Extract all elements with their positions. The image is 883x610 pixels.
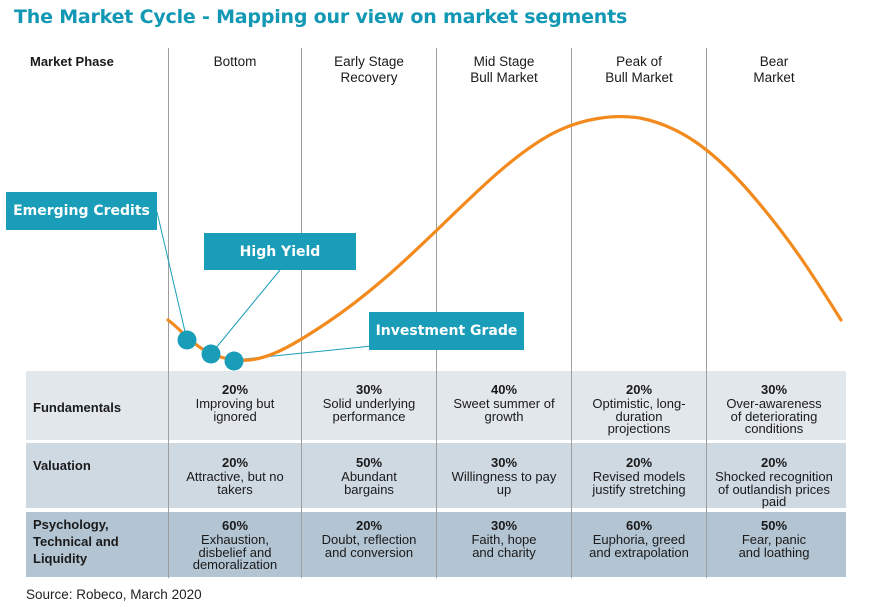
fundamentals-cell-mid-bull: 40% Sweet summer of growth [437,382,571,423]
valuation-cell-bear: 20% Shocked recognition of outlandish pr… [707,455,841,509]
emerging-credits-callout: Emerging Credits [6,192,157,230]
cell-percentage: 30% [760,382,788,397]
phase-bear-market: Bear Market [753,54,795,85]
cell-percentage: 60% [221,518,249,533]
high-yield-callout: High Yield [204,233,356,270]
column-divider [301,48,302,578]
cell-percentage: 20% [221,382,249,397]
fundamentals-cell-bear: 30% Over-awareness of deteriorating cond… [707,382,841,436]
cell-percentage: 20% [625,382,653,397]
fundamentals-cell-bottom: 20% Improving but ignored [168,382,302,423]
cell-description: Optimistic, long- duration projections [592,396,686,436]
cell-description: Doubt, reflection and conversion [321,532,417,560]
emerging-credits-connector [156,211,188,341]
column-divider [168,48,169,578]
cell-description: Attractive, but no takers [186,469,284,497]
cell-percentage: 50% [355,455,383,470]
cell-percentage: 30% [355,382,383,397]
row-label-valuation: Valuation [33,458,91,473]
cell-description: Revised models justify stretching [592,469,686,497]
valuation-cell-early-recovery: 50% Abundant bargains [302,455,436,496]
source-note: Source: Robeco, March 2020 [26,587,202,602]
market-cycle-line [166,115,843,362]
cell-description: Fear, panic and loathing [738,532,810,560]
page-title: The Market Cycle - Mapping our view on m… [14,6,628,28]
psychology-cell-mid-bull: 30% Faith, hope and charity [437,518,571,559]
phase-peak-of-bull-market: Peak of Bull Market [605,54,673,85]
cell-percentage: 60% [625,518,653,533]
cell-percentage: 20% [760,455,788,470]
phase-bottom: Bottom [213,54,257,69]
cell-description: Shocked recognition of outlandish prices… [715,469,833,509]
psychology-cell-bottom: 60% Exhaustion, disbelief and demoraliza… [168,518,302,572]
phase-mid-stage-bull-market: Mid Stage Bull Market [470,54,538,85]
psychology-cell-early-recovery: 20% Doubt, reflection and conversion [302,518,436,559]
cell-description: Solid underlying performance [322,396,416,424]
psychology-cell-bear: 50% Fear, panic and loathing [707,518,841,559]
cell-description: Willingness to pay up [451,469,557,497]
valuation-cell-bottom: 20% Attractive, but no takers [168,455,302,496]
cell-description: Faith, hope and charity [471,532,537,560]
fundamentals-cell-peak: 20% Optimistic, long- duration projectio… [572,382,706,436]
psychology-cell-peak: 60% Euphoria, greed and extrapolation [572,518,706,559]
high-yield-marker [201,344,221,364]
column-divider [706,48,707,578]
investment-grade-callout: Investment Grade [369,312,524,350]
row-label-psychology: Psychology, Technical and Liquidity [33,517,119,566]
cell-description: Abundant bargains [341,469,397,497]
cell-description: Over-awareness of deteriorating conditio… [726,396,822,436]
row-label-fundamentals: Fundamentals [33,400,122,415]
column-divider [571,48,572,578]
cell-description: Sweet summer of growth [453,396,555,424]
investment-grade-marker [224,351,244,371]
valuation-cell-mid-bull: 30% Willingness to pay up [437,455,571,496]
emerging-credits-marker [177,330,197,350]
valuation-cell-peak: 20% Revised models justify stretching [572,455,706,496]
cell-percentage: 20% [625,455,653,470]
cell-percentage: 40% [490,382,518,397]
cell-description: Euphoria, greed and extrapolation [589,532,689,560]
fundamentals-cell-early-recovery: 30% Solid underlying performance [302,382,436,423]
cell-percentage: 20% [355,518,383,533]
cell-percentage: 20% [221,455,249,470]
market-phase-label: Market Phase [30,54,114,69]
cell-description: Exhaustion, disbelief and demoralization [192,532,278,572]
high-yield-connector [210,269,281,355]
cell-percentage: 30% [490,455,518,470]
cell-description: Improving but ignored [195,396,275,424]
cell-percentage: 30% [490,518,518,533]
phase-early-stage-recovery: Early Stage Recovery [334,54,404,85]
cell-percentage: 50% [760,518,788,533]
